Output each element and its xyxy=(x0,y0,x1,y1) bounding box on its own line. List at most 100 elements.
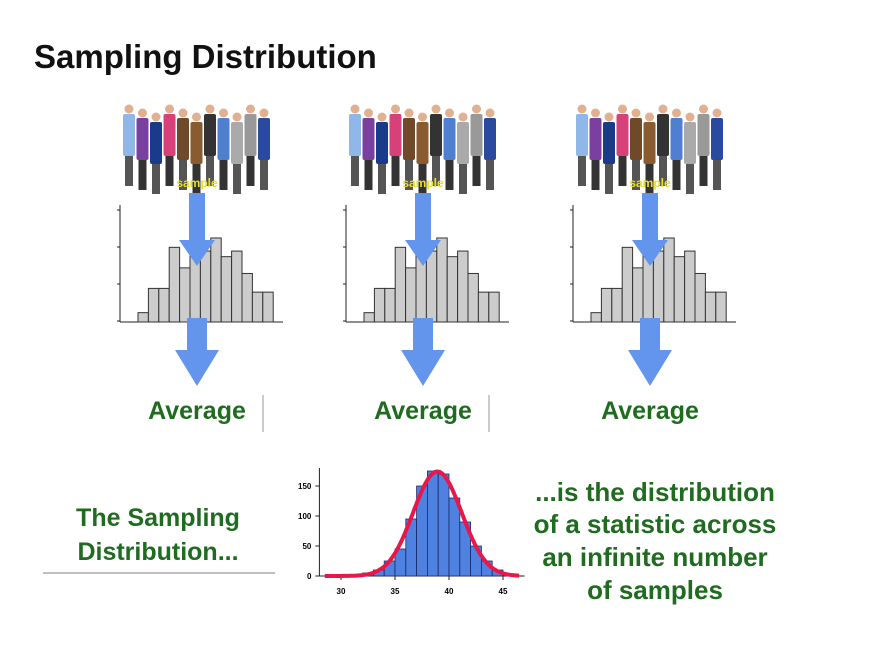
bar xyxy=(632,267,644,323)
bar xyxy=(158,287,170,323)
description-line: of a statistic across xyxy=(534,509,777,539)
person-head xyxy=(219,108,228,118)
person-legs xyxy=(364,160,373,190)
person-legs xyxy=(645,164,654,194)
person-head xyxy=(577,104,587,114)
person-head xyxy=(259,108,269,118)
person-head xyxy=(418,112,427,122)
person-legs xyxy=(246,156,255,186)
person-legs xyxy=(260,160,268,190)
person-head xyxy=(178,108,188,118)
person-body xyxy=(177,118,189,160)
person-legs xyxy=(445,160,454,190)
person-head xyxy=(246,104,255,114)
person-body xyxy=(163,114,176,156)
label-line: Distribution... xyxy=(77,538,238,566)
bar xyxy=(426,470,439,577)
person-head xyxy=(431,104,441,114)
person-head xyxy=(165,104,174,114)
bar xyxy=(425,250,438,323)
person-head xyxy=(485,108,495,118)
person-body xyxy=(150,122,162,164)
bar xyxy=(405,267,417,323)
x-tick-label: 35 xyxy=(391,587,400,596)
bar xyxy=(673,256,686,323)
person-legs xyxy=(632,160,640,190)
person-head xyxy=(618,104,627,114)
person-legs xyxy=(391,156,400,186)
person-legs xyxy=(378,164,386,194)
sample-label: sample xyxy=(402,176,444,190)
bar xyxy=(715,291,727,323)
sample-label: sample xyxy=(629,176,671,190)
bar xyxy=(652,250,665,323)
person-legs xyxy=(459,164,467,194)
person-legs xyxy=(672,160,681,190)
person-body xyxy=(643,122,656,164)
bar xyxy=(694,272,706,323)
x-tick-label: 45 xyxy=(499,587,508,596)
person-body xyxy=(258,118,270,160)
person-body xyxy=(457,122,469,164)
person-head xyxy=(377,112,387,122)
person-head xyxy=(124,104,134,114)
description-line: an infinite number xyxy=(542,542,767,572)
person-legs xyxy=(418,164,427,194)
bar xyxy=(446,256,459,323)
person-body xyxy=(670,118,683,160)
person-legs xyxy=(125,156,133,186)
person-head xyxy=(404,108,414,118)
person-head xyxy=(712,108,722,118)
arrow xyxy=(628,318,672,386)
description-line: ...is the distribution xyxy=(535,477,775,507)
bar xyxy=(704,291,717,323)
person-head xyxy=(445,108,454,118)
person-body xyxy=(657,114,669,156)
person-body xyxy=(123,114,135,156)
person-legs xyxy=(686,164,694,194)
person-body xyxy=(217,118,230,160)
person-body xyxy=(616,114,629,156)
person-head xyxy=(699,104,708,114)
person-legs xyxy=(192,164,201,194)
person-head xyxy=(192,112,201,122)
bar xyxy=(262,291,274,323)
person-head xyxy=(350,104,360,114)
bar xyxy=(457,250,469,323)
person-legs xyxy=(233,164,241,194)
person-body xyxy=(603,122,615,164)
person-body xyxy=(376,122,388,164)
person-legs xyxy=(165,156,174,186)
sample-label: sample xyxy=(176,176,218,190)
x-tick-label: 40 xyxy=(445,587,454,596)
arrow xyxy=(175,318,219,386)
person-body xyxy=(190,122,203,164)
bar xyxy=(147,287,160,323)
person-body xyxy=(349,114,361,156)
person-body xyxy=(403,118,415,160)
bar xyxy=(600,287,613,323)
person-head xyxy=(472,104,481,114)
y-tick-label: 150 xyxy=(298,482,312,491)
person-head xyxy=(151,112,161,122)
average-label: Average xyxy=(374,397,472,425)
person-body xyxy=(136,118,149,160)
y-tick-label: 0 xyxy=(307,572,312,581)
person-head xyxy=(205,104,215,114)
bar xyxy=(210,237,222,323)
arrow xyxy=(632,193,668,266)
person-legs xyxy=(219,160,228,190)
arrow xyxy=(405,193,441,266)
person-body xyxy=(443,118,456,160)
bar xyxy=(220,256,233,323)
arrow xyxy=(179,193,215,266)
person-body xyxy=(630,118,642,160)
arrow xyxy=(401,318,445,386)
bar xyxy=(663,237,675,323)
label-line: The Sampling xyxy=(76,504,240,532)
person-body xyxy=(684,122,696,164)
person-legs xyxy=(405,160,413,190)
person-head xyxy=(604,112,614,122)
person-body xyxy=(470,114,483,156)
